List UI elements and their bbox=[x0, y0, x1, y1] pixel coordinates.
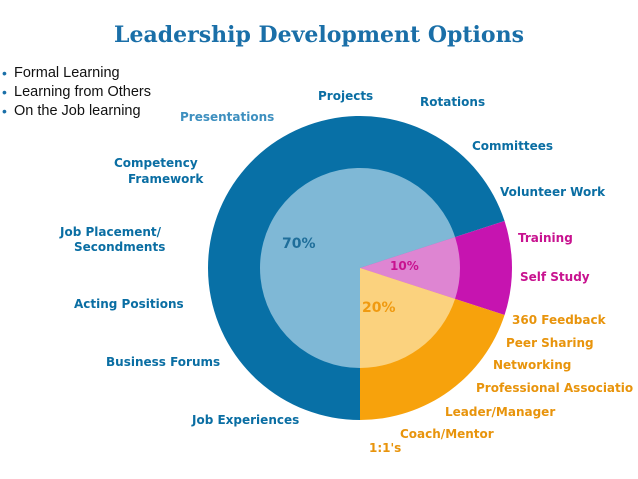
label-job-placement: Job Placement/ Secondments bbox=[59, 225, 165, 254]
label-peer-sharing: Peer Sharing bbox=[506, 336, 594, 350]
percent-label-on-the-job: 70% bbox=[282, 236, 316, 252]
page-title: Leadership Development Options bbox=[114, 22, 524, 48]
label-competency-framework-line1: Competency bbox=[114, 156, 198, 170]
percent-label-formal: 10% bbox=[390, 259, 419, 273]
label-professional-association: Professional Associatio bbox=[476, 381, 633, 395]
percent-label-others: 20% bbox=[362, 300, 396, 316]
label-competency-framework: Competency Framework bbox=[114, 156, 204, 186]
label-business-forums: Business Forums bbox=[106, 355, 220, 369]
label-leader-manager: Leader/Manager bbox=[445, 405, 555, 419]
label-projects: Projects bbox=[318, 89, 373, 103]
bullet-learning-from-others: Learning from Others bbox=[2, 83, 151, 102]
bullet-on-the-job-learning: On the Job learning bbox=[2, 102, 151, 121]
label-job-placement-line2: Secondments bbox=[74, 240, 165, 254]
label-one-to-ones: 1:1's bbox=[369, 441, 401, 455]
label-competency-framework-line2: Framework bbox=[128, 172, 204, 186]
segment-others-inner bbox=[360, 268, 456, 368]
label-training: Training bbox=[518, 231, 573, 245]
label-networking: Networking bbox=[493, 358, 571, 372]
label-rotations: Rotations bbox=[420, 95, 485, 109]
label-presentations: Presentations bbox=[180, 110, 274, 124]
bullet-list: Formal Learning Learning from Others On … bbox=[2, 64, 151, 121]
bullet-formal-learning: Formal Learning bbox=[2, 64, 151, 83]
segment-formal-inner bbox=[360, 237, 460, 299]
label-acting-positions: Acting Positions bbox=[74, 297, 184, 311]
label-self-study: Self Study bbox=[520, 270, 590, 284]
label-volunteer-work: Volunteer Work bbox=[500, 185, 606, 199]
label-job-experiences: Job Experiences bbox=[191, 413, 299, 427]
label-coach-mentor: Coach/Mentor bbox=[400, 427, 494, 441]
segment-on-the-job-inner bbox=[259, 167, 456, 368]
label-360-feedback: 360 Feedback bbox=[512, 313, 607, 327]
label-committees: Committees bbox=[472, 139, 553, 153]
label-job-placement-line1: Job Placement/ bbox=[59, 225, 162, 239]
